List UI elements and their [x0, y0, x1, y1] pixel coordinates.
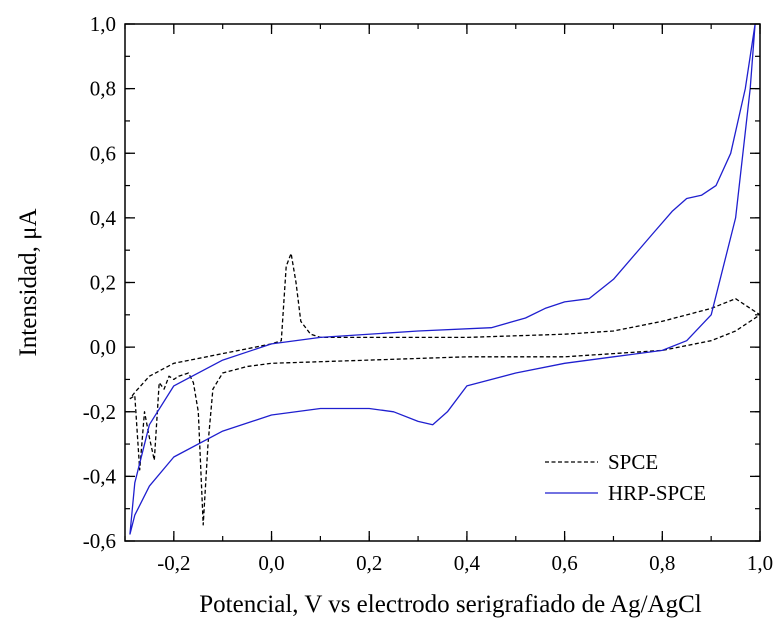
- y-tick-label: -0,4: [83, 464, 117, 488]
- x-tick-label: -0,2: [157, 551, 190, 575]
- x-tick-label: 0,8: [649, 551, 675, 575]
- y-tick-label: 0,2: [90, 271, 116, 295]
- series-layer: [129, 24, 760, 535]
- y-tick-label: 1,0: [90, 12, 116, 36]
- legend-label-hrp-spce: HRP-SPCE: [608, 481, 706, 505]
- plot-frame: [124, 23, 761, 542]
- ticks-layer: -0,2 0,0 0,2 0,4 0,6 0,8 1,0 -0,6 -0,4 -0,2 0,0 0,2…: [83, 12, 773, 575]
- series-line-spce: [129, 252, 760, 526]
- x-tick-label: 0,4: [454, 551, 481, 575]
- y-tick-label: 0,0: [90, 335, 116, 359]
- y-tick-label: -0,6: [83, 529, 116, 553]
- y-tick-label: 0,4: [90, 206, 117, 230]
- x-tick-label: 1,0: [747, 551, 773, 575]
- y-axis-title: Intensidad, μA: [15, 208, 42, 356]
- legend: SPCE HRP-SPCE: [545, 450, 706, 505]
- legend-label-spce: SPCE: [608, 450, 658, 474]
- x-tick-label: 0,2: [356, 551, 382, 575]
- series-line-hrp-spce: [129, 24, 756, 535]
- x-axis-title: Potencial, V vs electrodo serigrafiado d…: [199, 591, 701, 618]
- y-tick-label: 0,6: [90, 141, 116, 165]
- x-tick-label: 0,6: [551, 551, 577, 575]
- y-tick-label: 0,8: [90, 77, 116, 101]
- x-tick-label: 0,0: [258, 551, 284, 575]
- y-tick-label: -0,2: [83, 400, 116, 424]
